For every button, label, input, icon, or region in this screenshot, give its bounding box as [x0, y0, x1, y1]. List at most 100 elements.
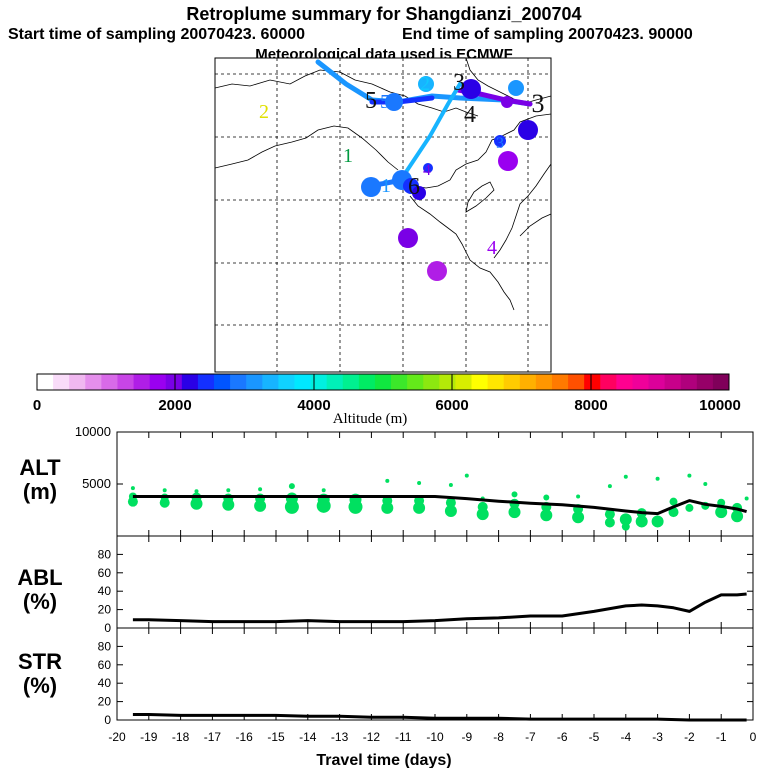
x-axis-label: Travel time (days) [316, 752, 451, 768]
map-label: 3 [532, 89, 545, 118]
x-tick-label: -1 [716, 730, 727, 744]
map-label: 4 [503, 151, 513, 173]
colorbar-swatch [600, 374, 617, 390]
plume-sample-point [744, 496, 749, 501]
colorbar-ticks: 0 2000 4000 6000 8000 10000 [33, 397, 741, 414]
map-label: 4 [464, 102, 476, 128]
y-tick-label: 5000 [82, 476, 111, 491]
y-tick-label: 80 [98, 639, 112, 653]
colorbar-swatch [37, 374, 54, 390]
plume-sample-point [655, 476, 660, 481]
x-tick-label: -7 [525, 730, 536, 744]
panel-frame [116, 535, 754, 629]
plume-sample-point [464, 473, 469, 478]
colorbar-tick: 0 [33, 397, 41, 414]
colorbar-swatch [632, 374, 650, 390]
colorbar-swatch [584, 374, 601, 390]
y-tick-label: 20 [98, 695, 112, 709]
colorbar-swatch [391, 374, 408, 390]
plume-sample-point [669, 497, 678, 506]
map-label: 4 [423, 162, 431, 179]
colorbar-swatch [214, 374, 231, 390]
y-tick-label: 0 [104, 713, 111, 727]
x-tick-label: -16 [236, 730, 254, 744]
panel-frame [116, 627, 754, 721]
plume-sample-point [477, 501, 488, 512]
colorbar-swatch [53, 374, 70, 390]
colorbar-tick: 2000 [158, 397, 191, 414]
colorbar-frame [36, 373, 730, 391]
colorbar-swatch [294, 374, 312, 390]
marker-dot [398, 228, 418, 248]
colorbar-swatch [680, 374, 698, 390]
marker-dot [385, 93, 403, 111]
colorbar-swatch [407, 374, 424, 390]
colorbar-swatch [455, 374, 473, 390]
plume-sample-point [285, 492, 298, 505]
y-tick-label: 40 [98, 676, 112, 690]
colorbar-swatch [471, 374, 489, 390]
plume-sample-point [607, 484, 612, 489]
colorbar-swatch [181, 374, 199, 390]
colorbar-swatch [616, 374, 633, 390]
colorbar-swatch [230, 374, 247, 390]
plume-sample-point [226, 488, 231, 493]
marker-dot [501, 96, 513, 108]
plume-sample-point [130, 486, 135, 491]
y-tick-label: 80 [98, 547, 112, 561]
x-tick-label: -8 [493, 730, 504, 744]
x-tick-label: -6 [557, 730, 568, 744]
plume-sample-point [635, 515, 648, 528]
plume-sample-point [444, 505, 457, 518]
map-label: 3 [496, 135, 504, 152]
y-tick-label: 60 [98, 566, 112, 580]
map-label: 1 [343, 145, 353, 167]
plume-sample-point [258, 487, 263, 492]
map-label: 4 [487, 237, 497, 259]
altitude-colorbar [36, 373, 730, 391]
plume-sample-point [715, 506, 728, 519]
plume-sample-point [288, 483, 295, 490]
marker-dot [418, 76, 434, 92]
map-labels: 2 1 5 5 2 3 2 4 3 3 4 4 7 1 6 6 5 4 [259, 70, 545, 283]
x-tick-label: -10 [426, 730, 444, 744]
colorbar-swatch [342, 374, 360, 390]
y-tick-label: 20 [98, 603, 112, 617]
x-tick-label: -19 [140, 730, 158, 744]
marker-dot [508, 80, 524, 96]
colorbar-tick: 10000 [699, 397, 741, 414]
plume-sample-point [619, 513, 632, 526]
map-label: 5 [365, 88, 377, 114]
x-tick-label: -18 [172, 730, 190, 744]
plume-sample-point [623, 474, 628, 479]
colorbar-swatch [69, 374, 86, 390]
map-label: 2 [259, 101, 269, 123]
trajectory-markers [361, 76, 538, 281]
colorbar-swatch [149, 374, 167, 390]
colorbar-swatch [133, 374, 151, 390]
plume-sample-point [572, 511, 585, 524]
plume-sample-point [385, 478, 390, 483]
x-tick-label: -15 [267, 730, 285, 744]
y-tick-label: 40 [98, 584, 112, 598]
marker-dot [423, 163, 433, 173]
plume-sample-point [414, 495, 425, 506]
plume-sample-point [651, 515, 664, 528]
plume-sample-point [540, 509, 553, 522]
x-tick-label: -17 [204, 730, 222, 744]
map-label: 6 [403, 228, 413, 250]
marker-dot [518, 120, 538, 140]
y-tick-label: 10000 [75, 424, 111, 439]
marker-dot [461, 79, 481, 99]
plume-sample-point [194, 489, 199, 494]
plume-sample-point [687, 473, 692, 478]
colorbar-swatch [519, 374, 537, 390]
plume-sample-point [413, 501, 426, 514]
colorbar-swatch [326, 374, 344, 390]
colorbar-swatch [358, 374, 376, 390]
start-time: Start time of sampling 20070423. 60000 [8, 26, 306, 43]
series-line [132, 592, 747, 624]
plume-sample-point [162, 488, 167, 493]
series-line [132, 713, 747, 722]
